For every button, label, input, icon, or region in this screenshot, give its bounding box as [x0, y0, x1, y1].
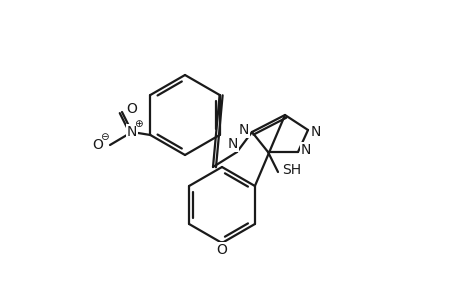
Text: O: O: [126, 102, 137, 116]
Text: N: N: [310, 125, 320, 139]
Text: ⊕: ⊕: [133, 119, 142, 129]
Text: ⊖: ⊖: [100, 132, 108, 142]
Text: O: O: [92, 138, 103, 152]
Text: N: N: [127, 125, 137, 139]
Text: N: N: [227, 137, 238, 151]
Text: O: O: [216, 243, 227, 257]
Text: SH: SH: [282, 163, 301, 177]
Text: N: N: [300, 143, 310, 157]
Text: N: N: [238, 123, 249, 137]
